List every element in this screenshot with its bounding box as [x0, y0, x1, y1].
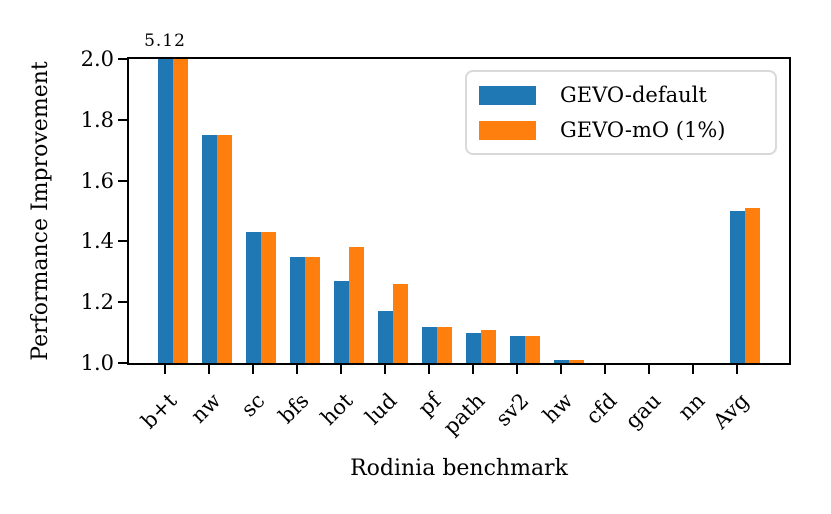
y-tick-label: 1.8 [80, 107, 114, 132]
y-tick-label: 1.0 [80, 351, 114, 375]
bar-gevo-default-lud [377, 311, 393, 363]
bar-gevo-default-Avg [729, 211, 745, 363]
bar-gevo-mo-1--sc [260, 232, 276, 363]
y-tick-mark [118, 58, 127, 60]
x-tick-mark [736, 365, 738, 374]
bar-gevo-default-bt [157, 59, 173, 363]
x-axis-title: Rodinia benchmark [350, 456, 568, 481]
x-tick-mark [296, 365, 298, 374]
bar-gevo-default-sv2 [509, 336, 525, 363]
x-tick-mark [428, 365, 430, 374]
legend: GEVO-default GEVO-mO (1%) [465, 70, 777, 155]
y-tick-mark [118, 179, 127, 182]
y-tick-mark [118, 362, 127, 364]
x-tick-mark [472, 365, 474, 374]
legend-item-gevo-mo: GEVO-mO (1%) [479, 116, 763, 144]
bar-gevo-default-hw [553, 360, 569, 363]
bar-value-annotation: 5.12 [144, 31, 186, 51]
legend-swatch-gevo-default [479, 85, 536, 105]
x-tick-mark [648, 365, 650, 374]
bar-gevo-mo-1--bt [172, 59, 188, 363]
bar-gevo-default-bfs [289, 257, 305, 363]
x-tick-mark [692, 365, 694, 374]
bar-gevo-default-sc [245, 232, 261, 363]
bar-gevo-default-nw [201, 135, 217, 363]
y-tick-label: 1.6 [80, 168, 114, 193]
x-tick-mark [252, 365, 254, 374]
legend-label-gevo-default: GEVO-default [560, 83, 707, 107]
y-tick-mark [118, 118, 127, 121]
bar-gevo-mo-1--nw [216, 135, 232, 363]
bar-gevo-mo-1--Avg [744, 208, 760, 363]
bar-gevo-mo-1--pf [436, 327, 452, 363]
bar-gevo-mo-1--hw [568, 360, 584, 363]
bar-gevo-mo-1--hot [348, 247, 364, 363]
x-tick-mark [384, 365, 386, 374]
x-tick-mark [604, 365, 606, 374]
bar-gevo-default-pf [421, 327, 437, 363]
y-tick-mark [118, 240, 127, 243]
x-tick-mark [560, 365, 562, 374]
bar-gevo-default-hot [333, 281, 349, 363]
y-tick-label: 1.2 [80, 290, 114, 315]
x-tick-mark [164, 365, 166, 374]
bar-gevo-mo-1--bfs [304, 257, 320, 363]
y-tick-mark [118, 301, 127, 304]
legend-label-gevo-mo: GEVO-mO (1%) [560, 118, 726, 142]
y-tick-label: 1.4 [80, 229, 114, 254]
bar-gevo-mo-1--sv2 [524, 336, 540, 363]
x-tick-mark [340, 365, 342, 374]
y-tick-label: 2.0 [80, 47, 114, 71]
legend-swatch-gevo-mo [479, 120, 536, 140]
y-axis-title: Performance Improvement [28, 61, 53, 361]
x-tick-mark [208, 365, 210, 374]
legend-item-gevo-default: GEVO-default [479, 81, 763, 109]
bar-gevo-mo-1--path [480, 330, 496, 363]
x-tick-mark [516, 365, 518, 374]
bar-gevo-default-path [465, 333, 481, 363]
bar-gevo-mo-1--lud [392, 284, 408, 363]
